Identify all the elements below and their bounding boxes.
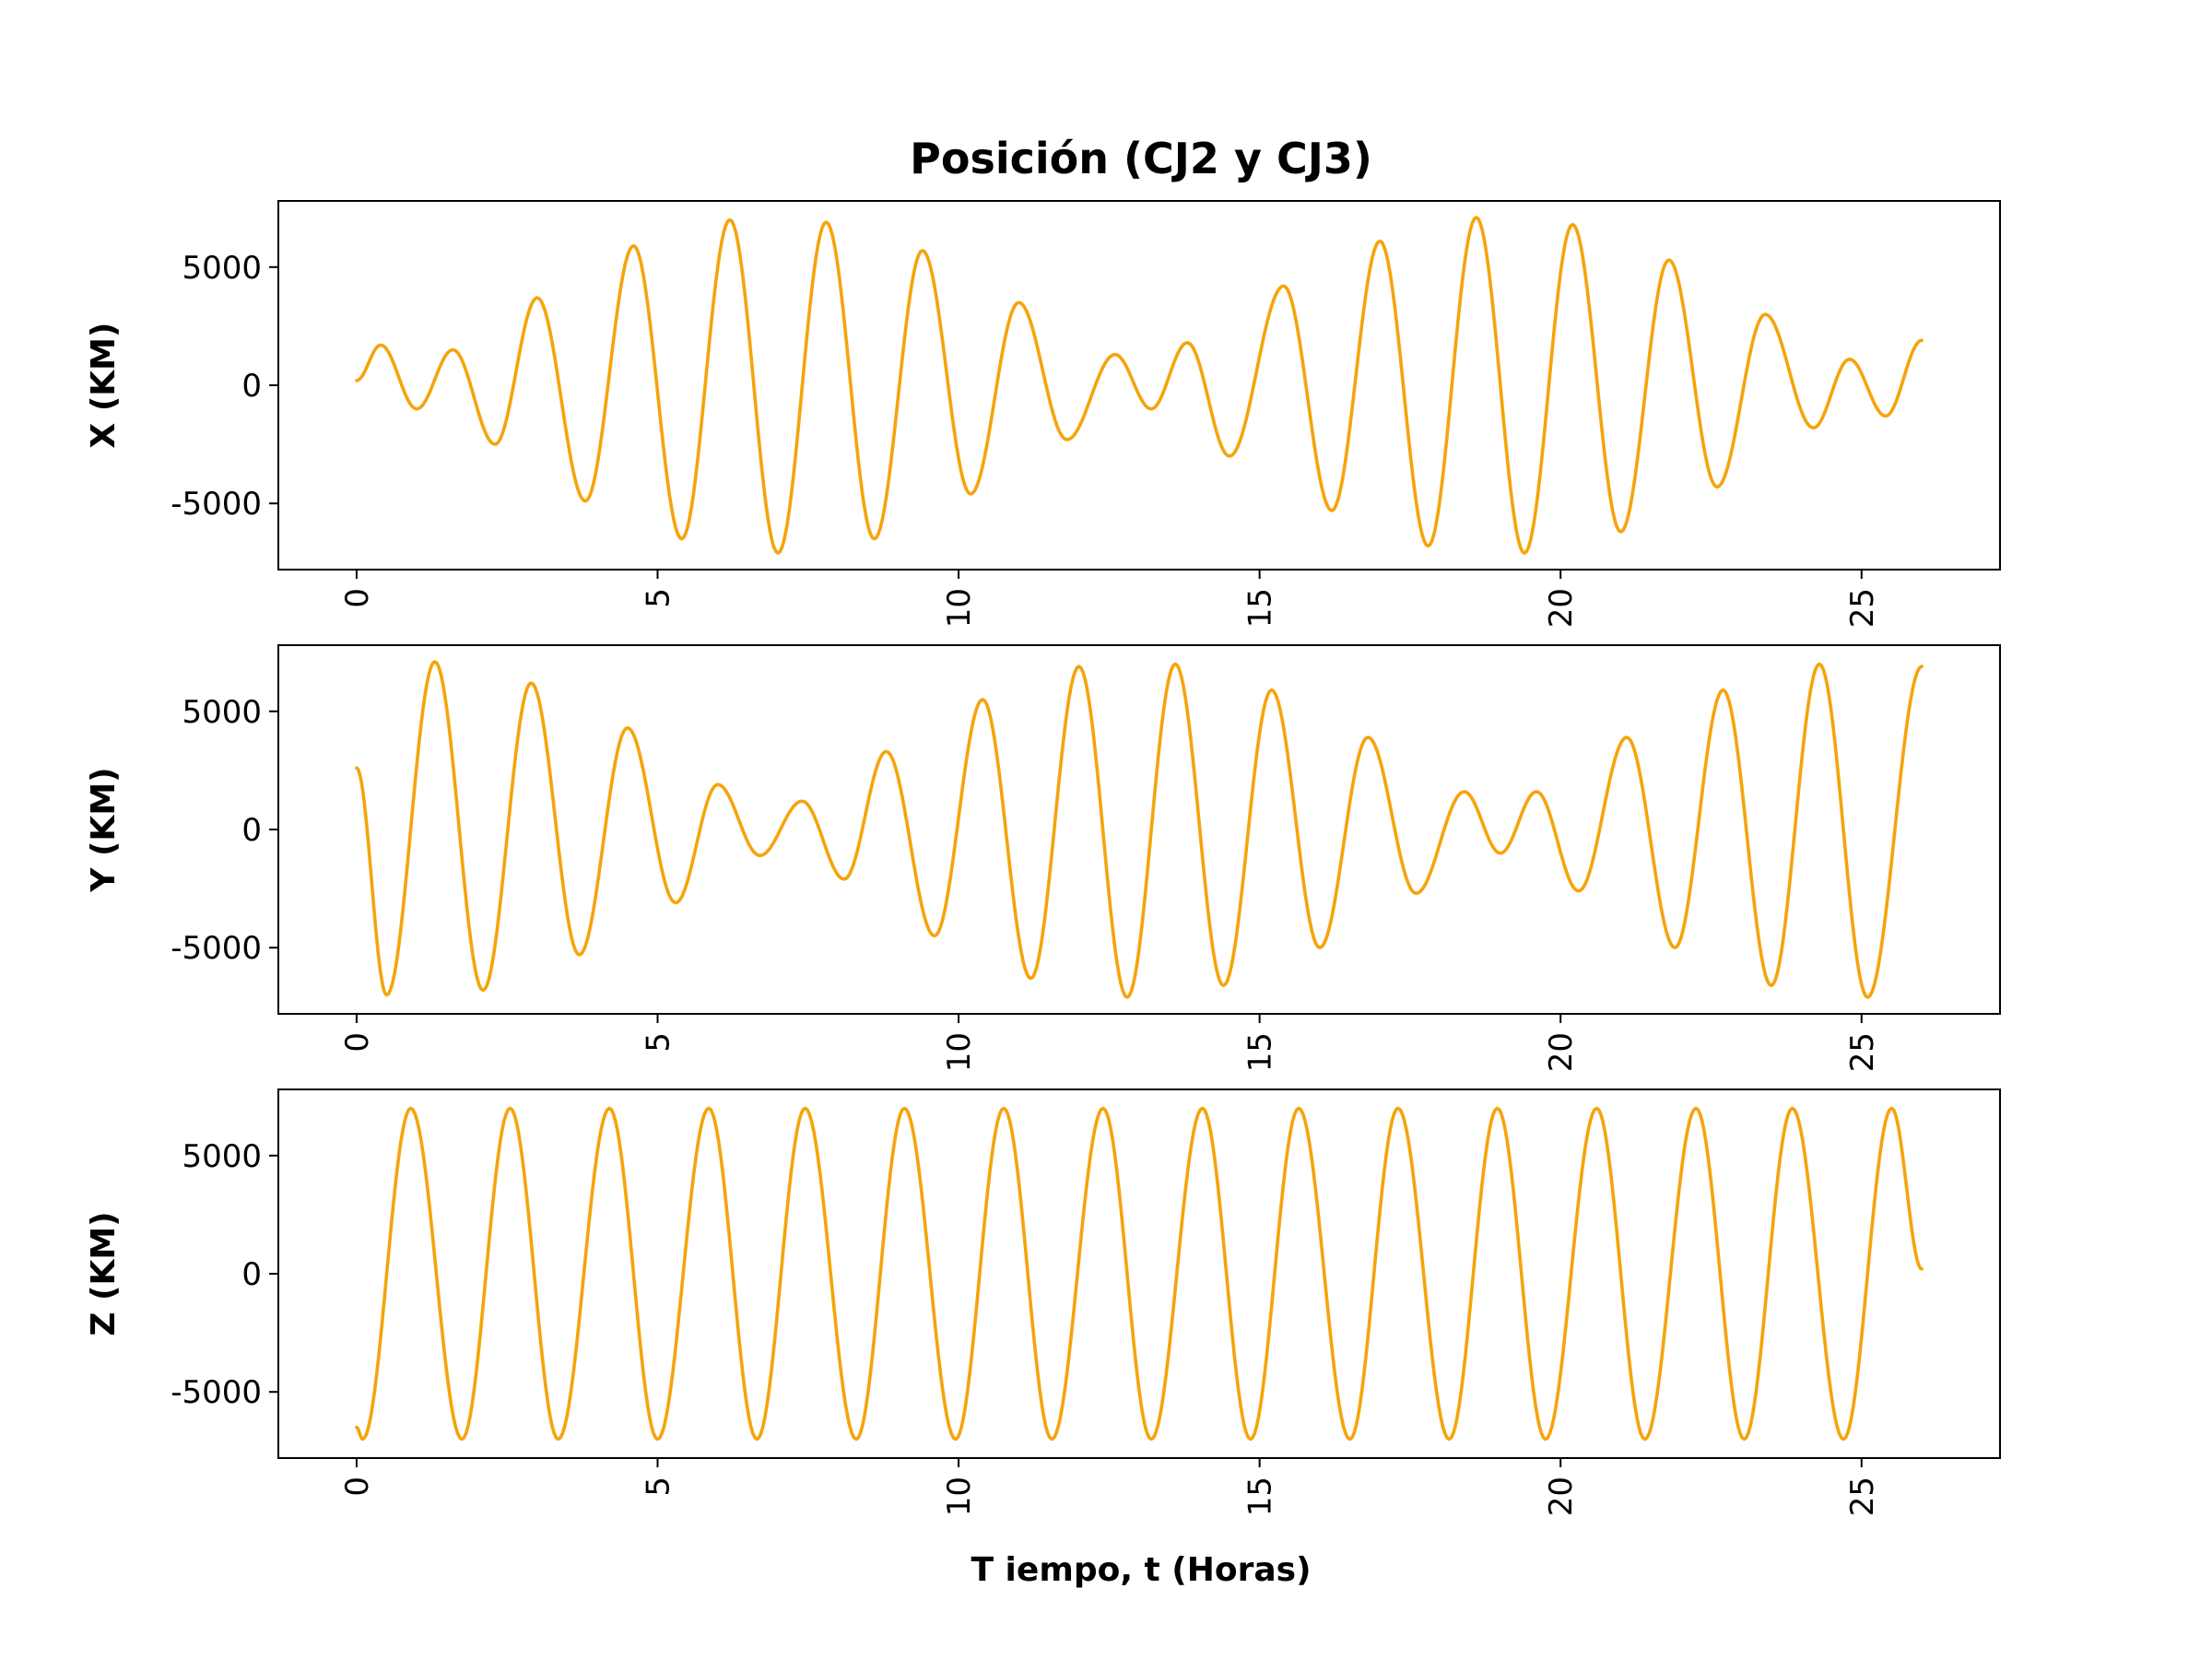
series-line-z [355, 1106, 1924, 1441]
panel-2: -5000 0 5000 0 5 10 15 20 25 Y (KM) [85, 644, 2001, 1072]
y-tick-label: -5000 [171, 1374, 262, 1411]
x-tick-label: 15 [1242, 1477, 1279, 1516]
y-tick-label: 5000 [182, 1138, 262, 1175]
x-tick-label: 20 [1543, 588, 1580, 628]
y-tick-label: 0 [241, 812, 262, 849]
y-tick-label: 5000 [182, 694, 262, 731]
x-tick-label: 25 [1844, 588, 1881, 628]
panel-3: -5000 0 5000 0 5 10 15 20 25 Z (KM) [85, 1088, 2001, 1516]
x-tick-label: 0 [339, 588, 376, 608]
x-tick-label: 25 [1844, 1477, 1881, 1516]
x-tick-label: 15 [1242, 588, 1279, 628]
x-axis-label: T iempo, t (Horas) [971, 1551, 1311, 1589]
x-tick-label: 10 [941, 588, 978, 628]
x-tick-label: 15 [1242, 1032, 1279, 1072]
panel-1: -5000 0 5000 0 5 10 15 20 25 X (KM) [85, 200, 2001, 628]
chart-title: Posición (CJ2 y CJ3) [910, 134, 1372, 183]
series-line-y [355, 660, 1924, 999]
y-axis-label: Z (KM) [85, 1211, 123, 1335]
x-tick-label: 5 [640, 1032, 677, 1053]
x-tick-label: 5 [640, 588, 677, 608]
y-axis-label: Y (KM) [85, 767, 123, 892]
y-tick-label: 5000 [182, 250, 262, 287]
y-axis-label: X (KM) [85, 323, 123, 449]
x-tick-label: 10 [941, 1032, 978, 1072]
y-tick-label: 0 [241, 368, 262, 405]
x-tick-label: 0 [339, 1032, 376, 1053]
x-tick-label: 0 [339, 1477, 376, 1497]
x-tick-label: 5 [640, 1477, 677, 1497]
y-tick-label: 0 [241, 1256, 262, 1293]
x-tick-label: 20 [1543, 1477, 1580, 1516]
y-tick-label: -5000 [171, 930, 262, 967]
panels: -5000 0 5000 0 5 10 15 20 25 X (KM) -5000 0 5000 0 5 10… [85, 200, 2001, 1516]
x-tick-label: 25 [1844, 1032, 1881, 1072]
series-line-x [355, 216, 1924, 555]
x-tick-label: 20 [1543, 1032, 1580, 1072]
x-tick-label: 10 [941, 1477, 978, 1516]
y-tick-label: -5000 [171, 486, 262, 523]
